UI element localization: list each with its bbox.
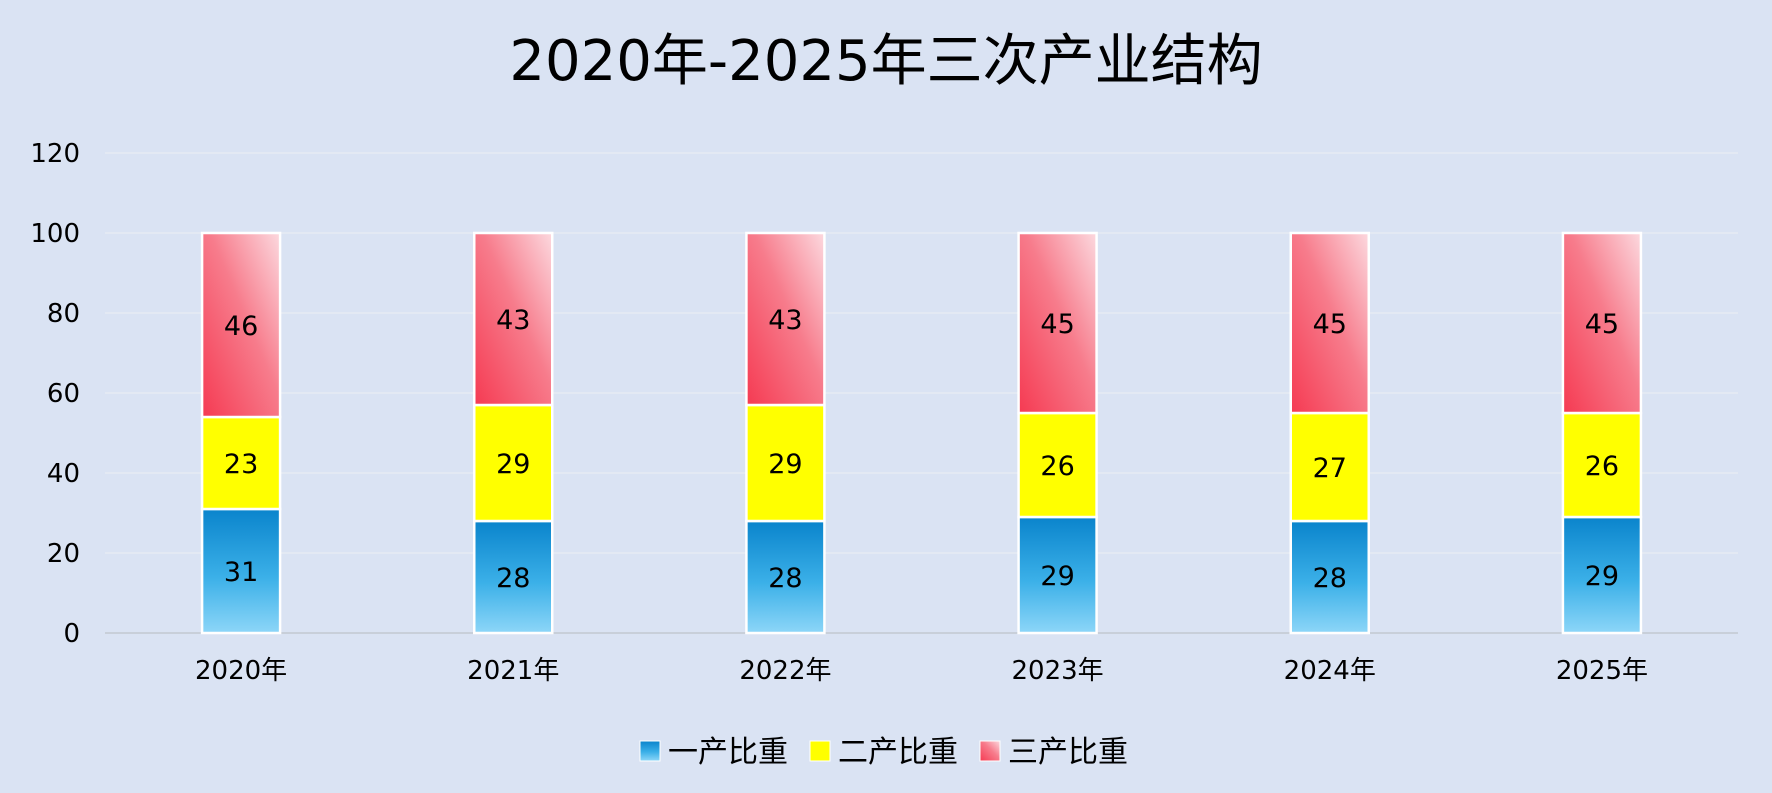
bar-segment [745,231,826,407]
data-label: 28 [496,563,530,594]
data-label: 29 [1585,561,1619,592]
data-label: 29 [1040,561,1074,592]
data-label: 23 [224,449,258,480]
y-tick-label: 20 [47,539,80,569]
legend-label: 二产比重 [838,735,958,770]
data-label: 26 [1585,451,1619,482]
data-label: 29 [496,449,530,480]
legend: 一产比重 二产比重 三产比重 [639,735,1128,770]
bar-segment [745,403,826,523]
data-label: 26 [1040,451,1074,482]
data-label: 45 [1313,309,1347,340]
bar-segment [473,403,554,523]
legend-label: 一产比重 [668,735,788,770]
x-tick-label: 2021年 [467,656,559,686]
data-label: 28 [768,563,802,594]
bar-segment [1561,411,1643,519]
y-tick-label: 40 [47,459,80,489]
y-tick-label: 100 [30,219,80,249]
data-label: 43 [496,305,530,336]
bar-segment [1017,231,1098,415]
bar-segment [745,519,826,635]
axes: 0 20 40 60 80 100 120 2020年 2021年 2022年 2023年 2024年… [30,139,1738,686]
bar-segment [200,231,282,419]
bar-segment [1017,411,1098,519]
data-label: 27 [1313,453,1347,484]
data-label: 29 [768,449,802,480]
bar-segment [1017,515,1098,635]
y-tick-label: 60 [47,379,80,409]
legend-item: 一产比重 [639,735,788,770]
bars: 31 23 46 28 29 43 28 29 43 29 26 45 28 27 45 29 26 45 [200,231,1643,635]
legend-label: 三产比重 [1008,735,1128,770]
y-tick-label: 80 [47,299,80,329]
data-label: 31 [224,557,258,588]
y-tick-label: 0 [63,619,80,649]
bar-segment [1561,515,1643,635]
chart-title: 2020年-2025年三次产业结构 [509,29,1262,94]
bar-segment [473,231,554,407]
bar-segment [1561,231,1643,415]
data-label: 43 [768,305,802,336]
data-label: 45 [1585,309,1619,340]
data-label: 46 [224,311,258,342]
bar-segment [200,415,282,511]
legend-swatch [809,740,831,762]
legend-swatch [979,740,1001,762]
y-tick-label: 120 [30,139,80,169]
legend-item: 二产比重 [809,735,958,770]
x-tick-label: 2024年 [1284,656,1376,686]
bar-segment [1289,231,1370,415]
legend-swatch [639,740,661,762]
bar-segment [473,519,554,635]
bar-segment [200,507,282,635]
x-tick-label: 2025年 [1556,656,1648,686]
legend-item: 三产比重 [979,735,1128,770]
x-tick-label: 2022年 [739,656,831,686]
data-label: 45 [1040,309,1074,340]
x-tick-label: 2023年 [1011,656,1103,686]
grid-lines [105,152,1738,554]
bar-segment [1289,519,1370,635]
data-label: 28 [1313,563,1347,594]
x-tick-label: 2020年 [195,656,287,686]
bar-segment [1289,411,1370,523]
